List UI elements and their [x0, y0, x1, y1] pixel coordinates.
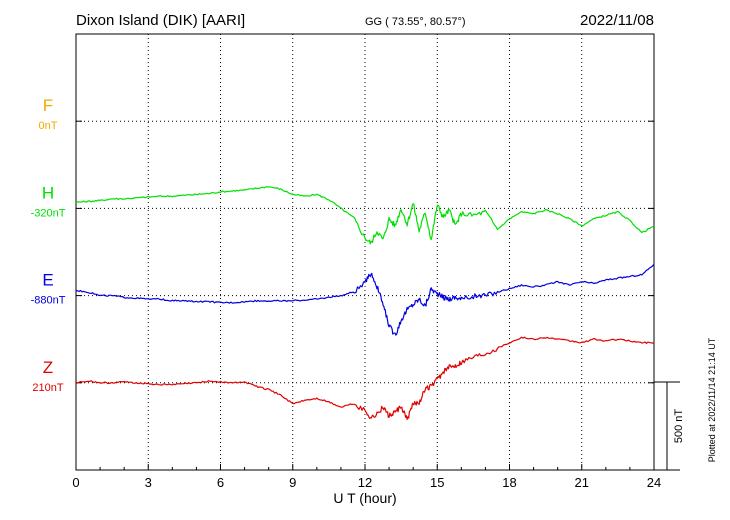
series-baseline-E: -880nT	[31, 295, 66, 307]
series-name-Z: Z	[43, 358, 53, 377]
x-tick-label: 3	[145, 475, 152, 490]
trace-lines	[75, 186, 655, 420]
scale-bar: 500 nT	[654, 381, 685, 471]
x-axis-ticks	[75, 120, 655, 470]
trace-H	[75, 186, 655, 245]
series-name-F: F	[43, 96, 53, 115]
plotted-timestamp: Plotted at 2022/11/14 21:14 UT	[707, 337, 717, 462]
series-name-H: H	[42, 183, 54, 202]
x-tick-label: 21	[575, 475, 589, 490]
scale-bar-label: 500 nT	[673, 409, 685, 444]
x-tick-label: 18	[502, 475, 516, 490]
plot-date: 2022/11/08	[580, 12, 654, 29]
series-baseline-Z: 210nT	[32, 382, 63, 394]
x-tick-label: 9	[289, 475, 296, 490]
series-name-E: E	[42, 271, 53, 290]
x-axis-label: U T (hour)	[333, 490, 396, 506]
x-tick-label: 24	[647, 475, 661, 490]
geo-coordinates: GG ( 73.55°, 80.57°)	[365, 16, 466, 28]
x-tick-label: 12	[358, 475, 372, 490]
x-tick-label: 15	[430, 475, 444, 490]
x-tick-labels: 0 3 6 9 12 15 18 21 24	[72, 475, 661, 490]
series-baseline-F: 0nT	[39, 120, 58, 132]
grid-lines	[76, 34, 654, 470]
trace-E	[75, 263, 655, 336]
x-tick-label: 6	[217, 475, 224, 490]
series-labels: F 0nT H -320nT E -880nT Z 210nT	[31, 96, 66, 394]
x-tick-label: 0	[72, 475, 79, 490]
trace-Z	[75, 336, 655, 420]
station-title: Dixon Island (DIK) [AARI]	[76, 12, 245, 29]
series-baseline-H: -320nT	[31, 207, 66, 219]
